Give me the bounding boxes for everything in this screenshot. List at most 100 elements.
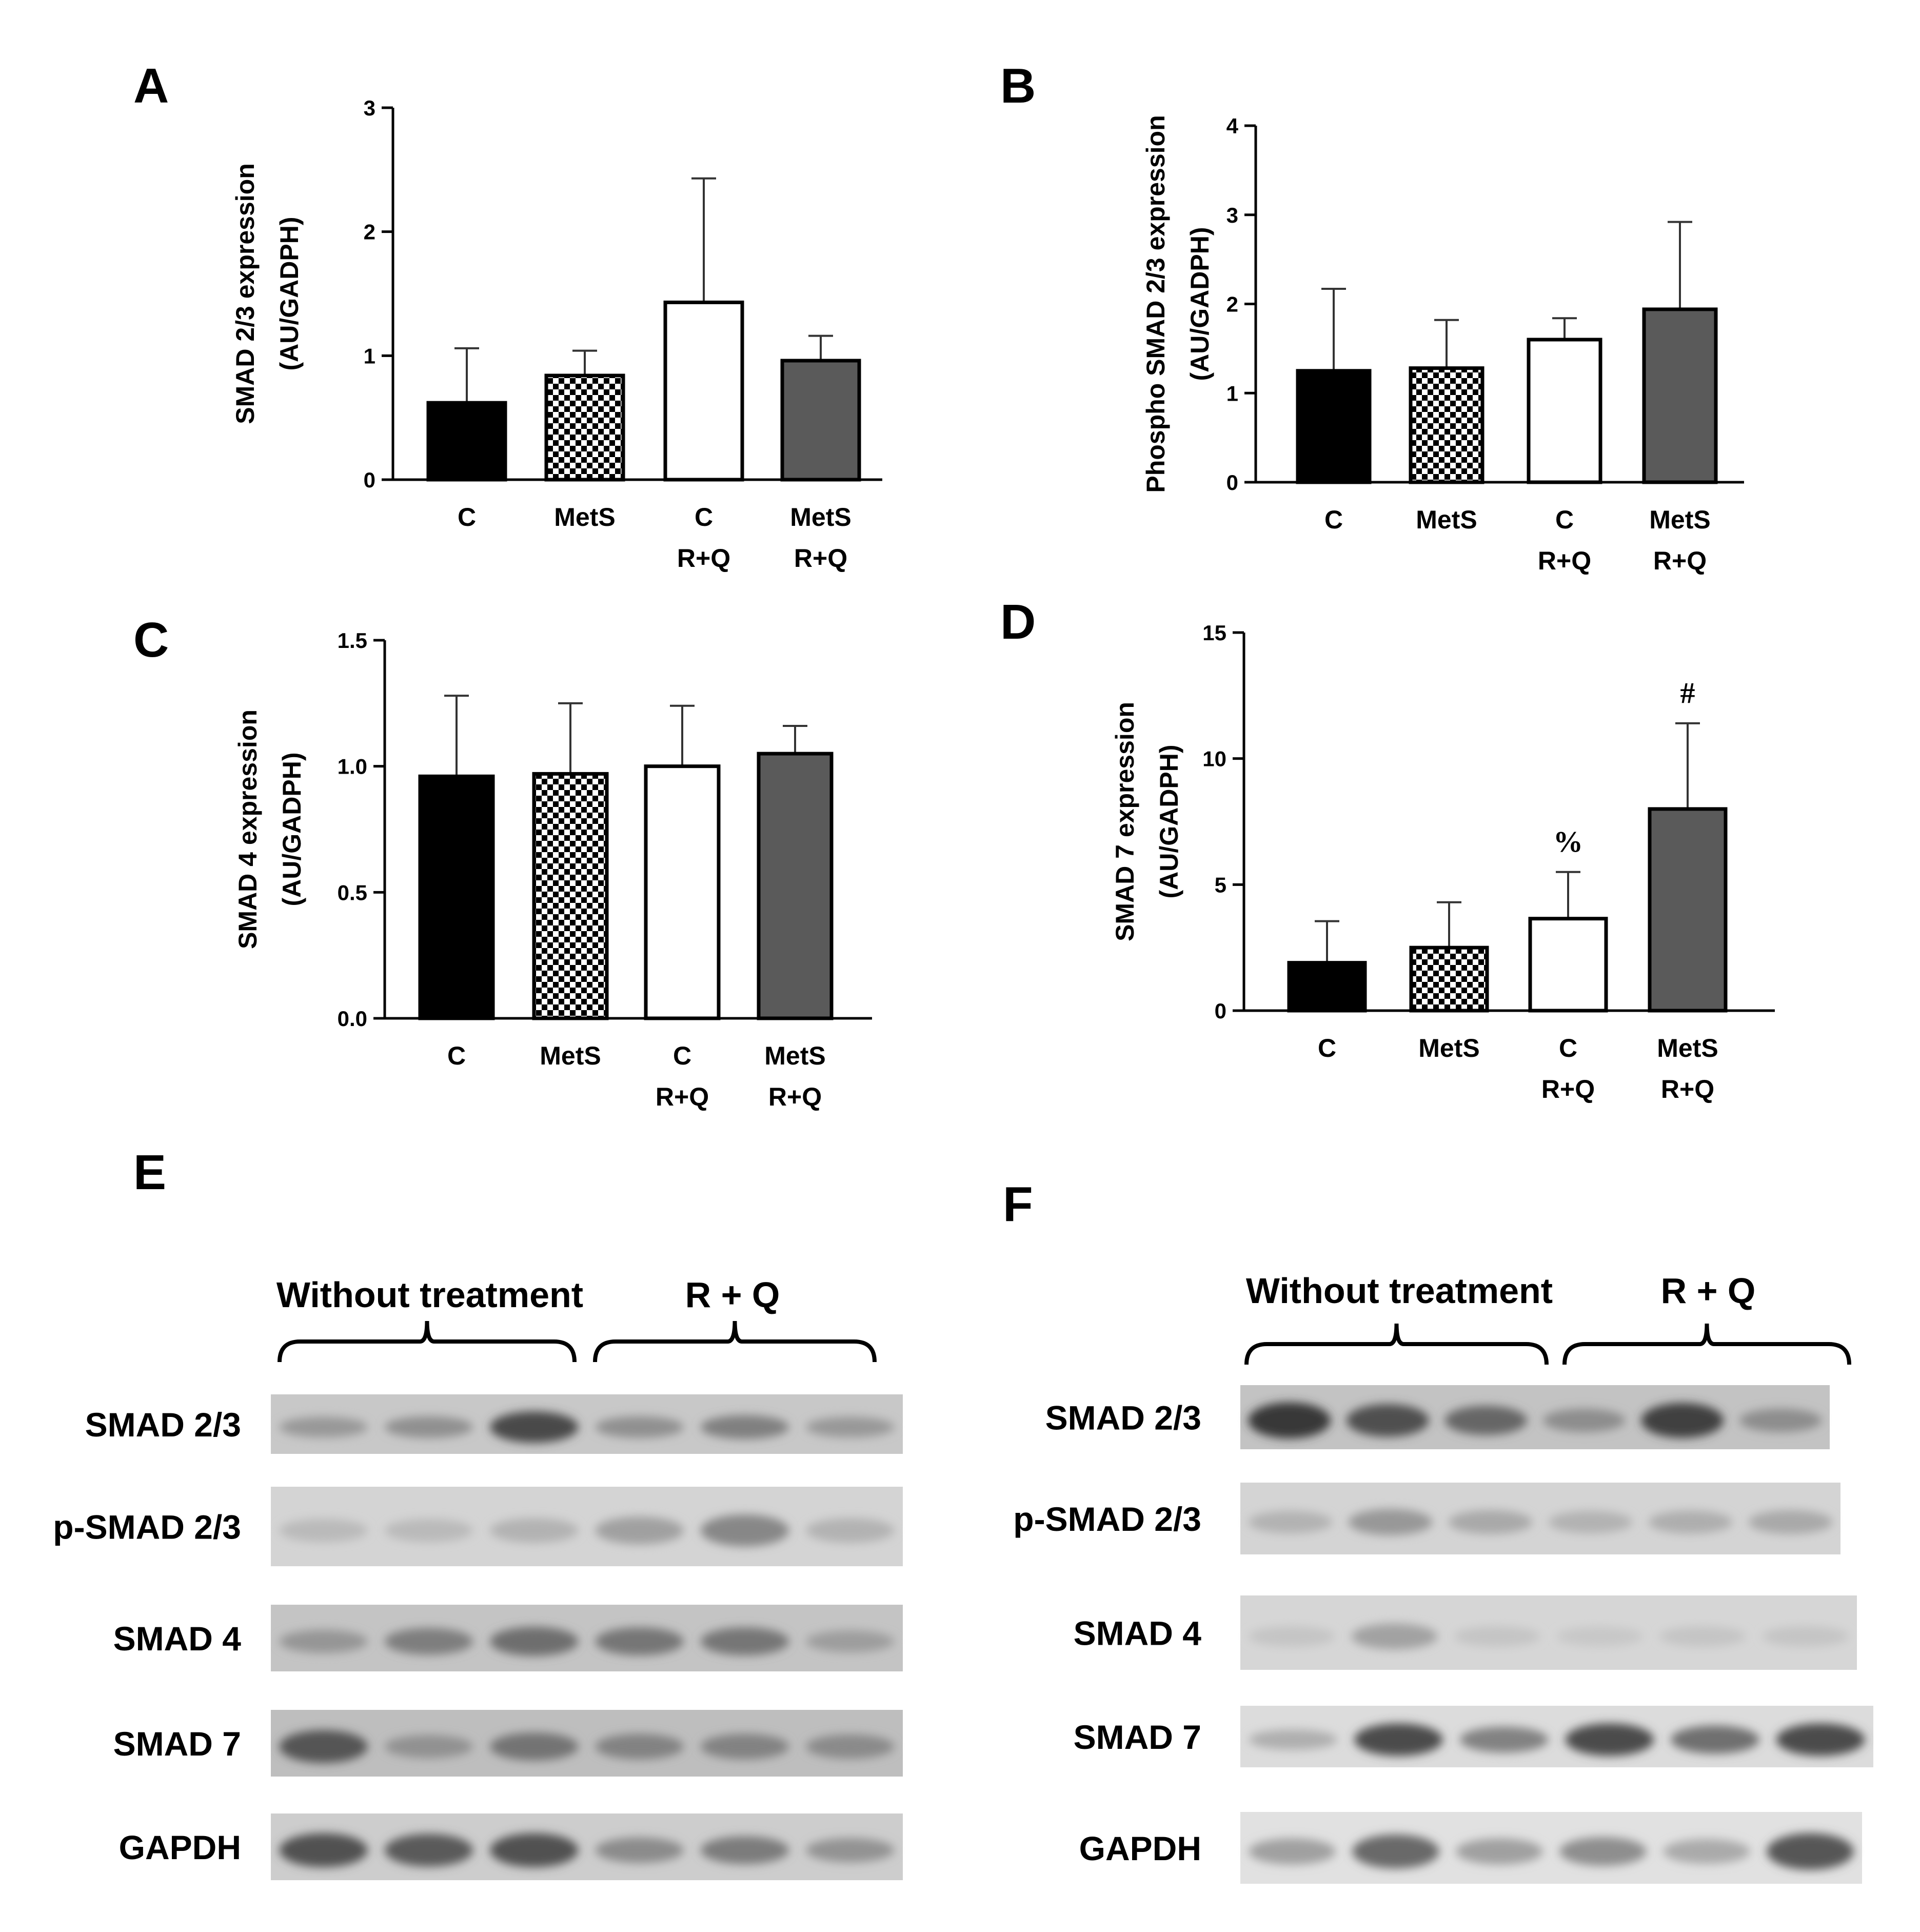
- blot-band: [384, 1416, 473, 1438]
- x-tick-label: C: [1555, 505, 1574, 534]
- blot-band: [1557, 1626, 1644, 1647]
- blot-band: [384, 1628, 473, 1655]
- x-tick-label: MetS: [1657, 1034, 1718, 1062]
- blot-band: [1648, 1510, 1733, 1534]
- blot-band: [595, 1733, 684, 1760]
- blot-band: [384, 1834, 473, 1867]
- bar: [1296, 369, 1372, 484]
- x-tick-label: R+Q: [794, 544, 847, 573]
- blot-panel-f: F Without treatment R + Q SMAD 2/3 p-SMAD 2/…: [1003, 1177, 1873, 1884]
- blot-band: [1776, 1723, 1865, 1756]
- blot-band: [1354, 1723, 1443, 1756]
- blot-band: [384, 1734, 473, 1759]
- bar: [1287, 961, 1367, 1013]
- x-tick-label: MetS: [1416, 505, 1477, 534]
- blot-band: [1663, 1839, 1750, 1864]
- bar: [1648, 807, 1728, 1013]
- x-tick-label: R+Q: [1661, 1075, 1714, 1103]
- bar: [426, 401, 507, 482]
- blot-strip: [271, 1813, 903, 1880]
- blot-strip: [1240, 1595, 1857, 1670]
- bar: [544, 373, 625, 482]
- x-tick-label: R+Q: [768, 1082, 822, 1111]
- bar: [644, 764, 721, 1020]
- bar: [780, 359, 861, 482]
- blot-band: [1346, 1404, 1429, 1437]
- blot-band: [279, 1833, 368, 1867]
- x-tick-label: MetS: [540, 1041, 601, 1070]
- x-tick-label: R+Q: [1538, 546, 1591, 575]
- group-bracket: [1562, 1323, 1851, 1365]
- blot-band: [279, 1416, 368, 1437]
- blot-strip: [1240, 1706, 1873, 1767]
- y-tick-label: 5: [1215, 873, 1226, 897]
- y-axis-label: (AU/GADPH): [1185, 227, 1214, 381]
- blot-band: [490, 1411, 579, 1443]
- treatment-group-label: Without treatment: [276, 1275, 583, 1315]
- y-tick-label: 2: [1226, 292, 1238, 317]
- bar: [1409, 945, 1489, 1013]
- group-bracket: [1244, 1323, 1549, 1365]
- chart-panel-c: C 0.0 0.5 1.0 1.5 SMAD 4 expression (AU/GADPH)…: [133, 613, 872, 1111]
- chart-panel-a: A 0 1 2 3 SMAD 2/3 expression (AU/GADPH) C MetS C…: [133, 58, 882, 573]
- y-axis-label: SMAD 4 expression: [233, 709, 262, 949]
- group-bracket: [593, 1320, 877, 1363]
- blot-band: [700, 1514, 789, 1547]
- blot-band: [700, 1627, 789, 1655]
- x-tick-label: R+Q: [1541, 1075, 1595, 1103]
- significance-mark: %: [1553, 825, 1583, 858]
- y-tick-label: 1: [1226, 381, 1238, 405]
- y-tick-label: 15: [1202, 621, 1226, 645]
- blot-band: [1659, 1626, 1746, 1647]
- blot-row-label: SMAD 2/3: [1045, 1399, 1201, 1437]
- blot-strip: [1240, 1483, 1840, 1554]
- x-tick-label: C: [1318, 1034, 1336, 1062]
- blot-row-label: SMAD 7: [1074, 1718, 1201, 1756]
- bar: [1528, 917, 1608, 1013]
- blot-band: [700, 1836, 789, 1864]
- blot-band: [700, 1415, 789, 1440]
- blot-band: [806, 1630, 895, 1652]
- blot-band: [490, 1627, 579, 1656]
- bar: [418, 774, 495, 1020]
- significance-mark: #: [1680, 676, 1695, 709]
- y-tick-label: 0: [1226, 470, 1238, 495]
- blot-band: [490, 1518, 579, 1543]
- y-axis-label: (AU/GADPH): [1155, 745, 1183, 899]
- y-axis-label: SMAD 7 expression: [1111, 702, 1139, 941]
- y-tick-label: 1: [364, 344, 375, 368]
- treatment-group-label: R + Q: [1661, 1271, 1756, 1311]
- x-tick-label: C: [695, 503, 713, 531]
- blot-band: [1248, 1402, 1331, 1438]
- y-axis-label: (AU/GADPH): [278, 753, 306, 906]
- y-tick-label: 0.5: [338, 880, 367, 904]
- blot-band: [700, 1733, 789, 1760]
- blot-band: [806, 1838, 895, 1863]
- blot-band: [1459, 1726, 1549, 1753]
- bar: [663, 300, 744, 482]
- group-bracket: [278, 1320, 577, 1363]
- blot-strip: [271, 1487, 903, 1566]
- blot-band: [1248, 1511, 1333, 1533]
- x-tick-label: MetS: [1649, 505, 1710, 534]
- blot-band: [1351, 1623, 1438, 1649]
- x-tick-label: C: [447, 1041, 466, 1070]
- blot-band: [279, 1730, 368, 1763]
- blot-band: [1249, 1729, 1338, 1750]
- blot-band: [806, 1518, 895, 1543]
- chart-panel-b: B 0 1 2 3 4 Phospho SMAD 2/3 expression (AU/GAD…: [1000, 58, 1744, 575]
- panel-label: D: [1000, 595, 1036, 649]
- blot-band: [1448, 1510, 1533, 1534]
- x-tick-label: C: [1324, 505, 1343, 534]
- blot-band: [806, 1416, 895, 1437]
- blot-strip: [271, 1605, 903, 1671]
- blot-strip: [1240, 1385, 1830, 1449]
- blot-band: [1454, 1626, 1540, 1647]
- y-axis-label: SMAD 2/3 expression: [231, 163, 260, 424]
- blot-band: [595, 1416, 684, 1438]
- x-tick-label: R+Q: [677, 544, 730, 573]
- y-axis-label: Phospho SMAD 2/3 expression: [1141, 115, 1170, 492]
- blot-band: [279, 1629, 368, 1653]
- y-tick-label: 0: [1215, 999, 1226, 1023]
